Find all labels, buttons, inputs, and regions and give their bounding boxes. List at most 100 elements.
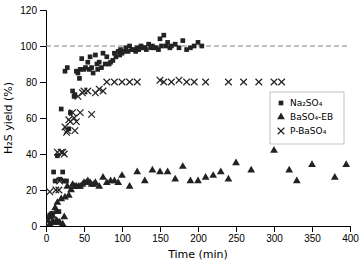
tick: 80 [26, 77, 46, 88]
point [225, 79, 232, 86]
point [161, 79, 168, 86]
point [111, 79, 118, 86]
tick: 50 [79, 226, 91, 244]
legend-item: BaSO₄-EB [277, 112, 333, 122]
tick-label: 300 [266, 233, 283, 244]
tick: 0 [44, 226, 50, 244]
tick-mark [84, 226, 85, 232]
point [308, 160, 316, 167]
point [256, 79, 263, 86]
point [51, 170, 56, 175]
point [59, 220, 67, 226]
plot-area: 050100150200250300350400020406080100120N… [20, 5, 359, 244]
point [164, 168, 172, 175]
point [73, 118, 80, 125]
series [47, 77, 285, 219]
point [191, 79, 198, 86]
point [59, 107, 64, 112]
point [88, 54, 93, 59]
point [342, 160, 350, 167]
tick-mark [274, 226, 275, 232]
point [77, 76, 82, 81]
point [168, 79, 175, 86]
series [46, 146, 350, 226]
tick: 250 [228, 226, 245, 244]
legend-item: Na₂SO₄ [279, 98, 323, 108]
point [119, 79, 126, 86]
point [99, 173, 107, 180]
point [202, 79, 209, 86]
tick: 20 [26, 185, 46, 196]
y-axis: 020406080100120 [20, 5, 46, 232]
point [199, 44, 204, 49]
point [194, 177, 202, 184]
point [271, 79, 278, 86]
point [183, 79, 190, 86]
point [133, 168, 141, 175]
legend-symbol [278, 128, 285, 135]
chart: 050100150200250300350400020406080100120N… [0, 0, 360, 262]
tick-label: 80 [26, 77, 38, 88]
tick-label: 0 [31, 221, 37, 232]
point [91, 71, 96, 76]
marks [46, 33, 350, 226]
axis-domain [40, 11, 47, 227]
series [46, 33, 204, 223]
point [72, 127, 79, 134]
point [88, 111, 95, 118]
point [64, 127, 71, 134]
tick-mark [198, 226, 199, 232]
point [126, 182, 134, 189]
tick-mark [40, 46, 46, 47]
legend-label: P-BaSO₄ [290, 126, 327, 136]
tick-mark [40, 190, 46, 191]
point [104, 54, 109, 59]
point [176, 77, 183, 84]
tick-label: 400 [342, 233, 359, 244]
tick-label: 250 [228, 233, 245, 244]
tick-mark [40, 10, 46, 11]
legend: Na₂SO₄ BaSO₄-EB P-BaSO₄ [270, 92, 344, 144]
point [285, 166, 293, 173]
point [95, 182, 103, 189]
point [60, 170, 65, 175]
legend-label: Na₂SO₄ [290, 98, 323, 108]
point [161, 33, 166, 38]
point [177, 45, 182, 50]
tick: 200 [190, 226, 207, 244]
tick-label: 0 [44, 233, 50, 244]
point [118, 171, 126, 178]
point [134, 79, 141, 86]
point [64, 179, 69, 184]
point [114, 178, 122, 185]
point [209, 171, 217, 178]
tick-label: 120 [20, 5, 37, 16]
point [104, 79, 111, 86]
tick-mark [40, 154, 46, 155]
point [60, 213, 68, 220]
legend-box [270, 92, 344, 144]
point [141, 177, 149, 184]
point [56, 178, 63, 185]
y-axis-title: H₂S yield (%) [2, 82, 15, 154]
axis-domain [47, 227, 351, 233]
tick-label: 60 [26, 113, 38, 124]
point [69, 109, 76, 116]
x-axis: 050100150200250300350400 [44, 226, 360, 244]
point [75, 93, 82, 100]
legend-symbol [277, 113, 285, 120]
point [180, 38, 185, 43]
tick-label: 100 [20, 41, 37, 52]
reference-line [46, 46, 350, 47]
point [79, 56, 84, 61]
point [97, 60, 102, 65]
point [47, 189, 54, 196]
point [187, 177, 195, 184]
point [65, 65, 70, 70]
tick: 120 [20, 5, 46, 16]
point [61, 151, 68, 158]
point [217, 168, 225, 175]
point [85, 88, 92, 95]
point [53, 179, 58, 184]
tick-label: 200 [190, 233, 207, 244]
